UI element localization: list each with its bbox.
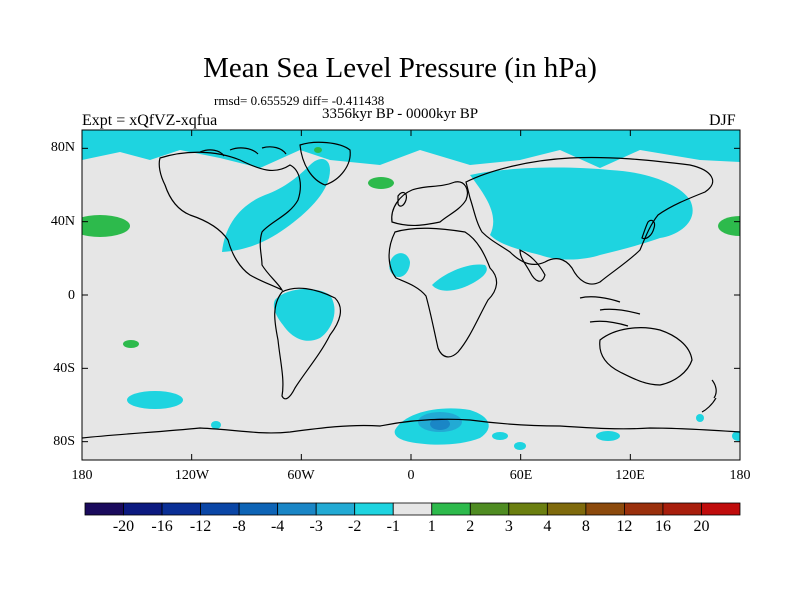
experiment-label: Expt = xQfVZ-xqfua xyxy=(82,112,218,129)
colorbar-label-12: 8 xyxy=(581,518,590,535)
lon-label-60e: 60E xyxy=(509,468,533,483)
coast-indonesia xyxy=(579,296,641,327)
colorbar-box-0 xyxy=(84,502,124,516)
coast-new-zealand xyxy=(701,379,717,413)
colorbar-label-5: -3 xyxy=(309,518,323,535)
colorbar-box-8 xyxy=(392,502,433,516)
anomaly-north-pacific-west xyxy=(82,215,130,237)
lat-label-80s: 80S xyxy=(53,434,75,449)
lon-label-180w: 180 xyxy=(71,468,93,483)
coast-greenland xyxy=(299,141,351,186)
colorbar-box-11 xyxy=(508,502,548,516)
colorbar-label-13: 12 xyxy=(616,518,633,535)
colorbar-label-7: -1 xyxy=(386,518,400,535)
colorbar-label-1: -16 xyxy=(151,518,173,535)
anomaly-antarctic-west xyxy=(211,421,221,429)
coast-europe xyxy=(391,181,468,227)
anomaly-north-pacific-east xyxy=(718,216,740,236)
colorbar-label-10: 3 xyxy=(504,518,513,535)
plot-title: Mean Sea Level Pressure (in hPa) xyxy=(203,52,597,84)
colorbar-box-3 xyxy=(200,502,240,516)
colorbar-box-2 xyxy=(161,502,201,516)
anomaly-antarctic-east4 xyxy=(696,414,704,422)
coast-south-america xyxy=(274,287,342,400)
colorbar-box-12 xyxy=(546,502,587,516)
season-label: DJF xyxy=(709,112,736,129)
anomaly-antarctic-east xyxy=(596,431,620,441)
colorbar-box-5 xyxy=(277,502,317,516)
anomaly-south-pacific xyxy=(127,391,183,409)
lat-label-40s: 40S xyxy=(53,361,75,376)
colorbar-box-15 xyxy=(662,502,702,516)
colorbar-label-8: 1 xyxy=(427,518,436,535)
axis-ticks xyxy=(81,130,741,460)
colorbar-box-16 xyxy=(701,502,741,516)
lat-label-80n: 80N xyxy=(50,140,75,155)
coast-australia xyxy=(599,327,693,386)
anomaly-greenland-green xyxy=(314,147,322,153)
colorbar-label-15: 20 xyxy=(693,518,710,535)
colorbar-box-9 xyxy=(431,502,471,516)
colorbar-box-13 xyxy=(585,502,625,516)
anomaly-fields xyxy=(82,130,740,450)
coast-uk xyxy=(397,191,407,207)
lon-label-120w: 120W xyxy=(174,468,210,483)
colorbar-label-4: -4 xyxy=(270,518,285,535)
lon-label-60w: 60W xyxy=(287,468,315,483)
anomaly-japan xyxy=(629,209,671,241)
colorbar-label-6: -2 xyxy=(348,518,362,535)
coast-north-america xyxy=(158,151,301,292)
coast-asia xyxy=(465,156,714,285)
colorbar-label-14: 16 xyxy=(654,518,671,535)
anomaly-iceland xyxy=(368,177,394,189)
anomaly-antarctic-east5 xyxy=(732,431,740,441)
colorbar-label-3: -8 xyxy=(232,518,246,535)
anomaly-north-atlantic xyxy=(222,158,330,252)
colorbar-label-9: 2 xyxy=(466,518,475,535)
time-period-label: 3356kyr BP - 0000kyr BP xyxy=(322,106,479,122)
anomaly-africa-west xyxy=(389,253,410,278)
coast-arctic-islands xyxy=(199,146,287,157)
colorbar-box-14 xyxy=(624,502,664,516)
lat-label-0: 0 xyxy=(68,288,75,303)
colorbar-box-1 xyxy=(123,502,163,516)
lon-label-0: 0 xyxy=(407,468,415,483)
anomaly-africa-central xyxy=(432,264,487,291)
lon-label-120e: 120E xyxy=(615,468,645,483)
colorbar-box-7 xyxy=(354,502,394,516)
coast-antarctica xyxy=(82,418,740,439)
colorbar xyxy=(84,502,741,516)
colorbar-box-10 xyxy=(469,502,510,516)
colorbar-label-0: -20 xyxy=(112,518,135,535)
colorbar-label-11: 4 xyxy=(543,518,552,535)
coastlines xyxy=(82,141,740,439)
anomaly-antarctic-east3 xyxy=(514,442,526,450)
coast-india xyxy=(519,249,546,282)
colorbar-box-4 xyxy=(238,502,279,516)
anomaly-antarctic-east2 xyxy=(492,432,508,440)
lon-label-180e: 180 xyxy=(729,468,751,483)
anomaly-arctic xyxy=(82,130,740,168)
anomaly-south-pacific-green xyxy=(123,340,139,348)
anomaly-antarctica-inner xyxy=(430,418,450,430)
colorbar-label-2: -12 xyxy=(189,518,212,535)
anomaly-south-america xyxy=(273,288,335,341)
rmsd-diff-stats: rmsd= 0.655529 diff= -0.411438 xyxy=(214,93,385,108)
coast-japan xyxy=(641,219,656,240)
coast-africa xyxy=(388,227,498,358)
lat-label-40n: 40N xyxy=(50,214,75,229)
colorbar-box-6 xyxy=(315,502,356,516)
